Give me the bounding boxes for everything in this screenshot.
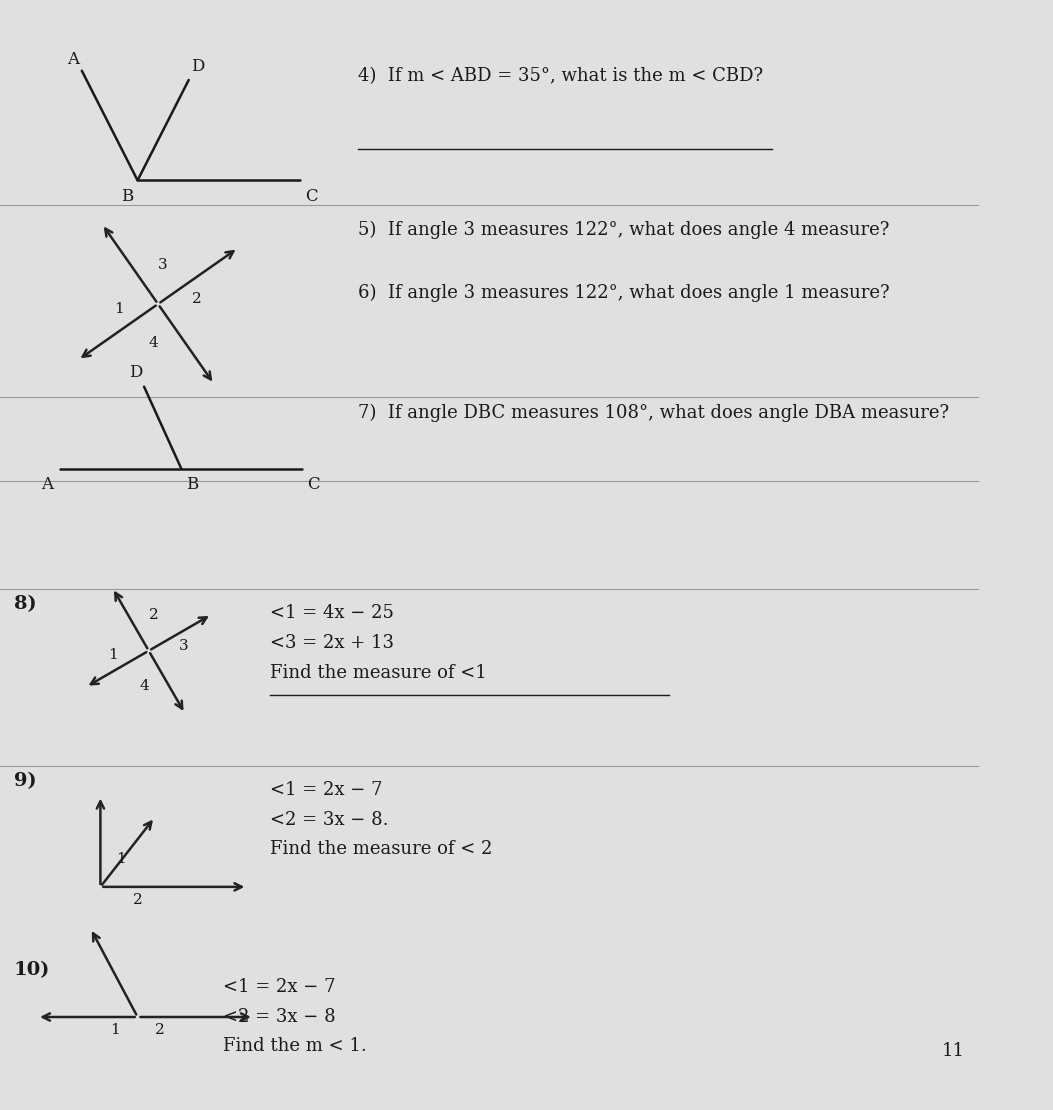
Text: Find the m < 1.: Find the m < 1. — [223, 1038, 366, 1056]
Text: 4)  If m < ABD = 35°, what is the m < CBD?: 4) If m < ABD = 35°, what is the m < CBD… — [358, 67, 763, 85]
Text: 10): 10) — [14, 961, 51, 979]
Text: Find the measure of < 2: Find the measure of < 2 — [270, 840, 492, 858]
Text: 1: 1 — [116, 852, 125, 866]
Text: 2: 2 — [133, 892, 142, 907]
Text: <1 = 4x − 25: <1 = 4x − 25 — [270, 604, 394, 623]
Text: 2: 2 — [155, 1023, 164, 1037]
Text: 8): 8) — [14, 595, 37, 613]
Text: 3: 3 — [179, 639, 188, 653]
Text: 3: 3 — [158, 258, 167, 272]
Text: 4: 4 — [148, 336, 158, 350]
Text: <1 = 2x − 7: <1 = 2x − 7 — [223, 978, 336, 996]
Text: <2 = 3x − 8: <2 = 3x − 8 — [223, 1008, 336, 1026]
Text: 1: 1 — [108, 648, 118, 663]
Text: 6)  If angle 3 measures 122°, what does angle 1 measure?: 6) If angle 3 measures 122°, what does a… — [358, 283, 890, 302]
Text: C: C — [306, 476, 319, 493]
Text: Find the measure of <1: Find the measure of <1 — [270, 664, 486, 682]
Text: 1: 1 — [111, 1023, 120, 1037]
Text: B: B — [121, 188, 133, 205]
Text: 7)  If angle DBC measures 108°, what does angle DBA measure?: 7) If angle DBC measures 108°, what does… — [358, 403, 949, 422]
Text: A: A — [67, 51, 79, 68]
Text: 9): 9) — [14, 771, 37, 789]
Text: 1: 1 — [114, 302, 124, 315]
Text: 11: 11 — [942, 1042, 965, 1060]
Text: 5)  If angle 3 measures 122°, what does angle 4 measure?: 5) If angle 3 measures 122°, what does a… — [358, 221, 890, 239]
Text: 2: 2 — [148, 608, 158, 623]
Text: D: D — [192, 59, 205, 75]
Text: A: A — [41, 476, 53, 493]
Text: <3 = 2x + 13: <3 = 2x + 13 — [270, 634, 394, 652]
Text: D: D — [128, 364, 142, 381]
Text: C: C — [305, 188, 318, 205]
Text: <1 = 2x − 7: <1 = 2x − 7 — [270, 781, 382, 799]
Text: <2 = 3x − 8.: <2 = 3x − 8. — [270, 810, 389, 829]
Text: 2: 2 — [193, 292, 202, 306]
Text: B: B — [186, 476, 198, 493]
Text: 4: 4 — [139, 679, 148, 693]
